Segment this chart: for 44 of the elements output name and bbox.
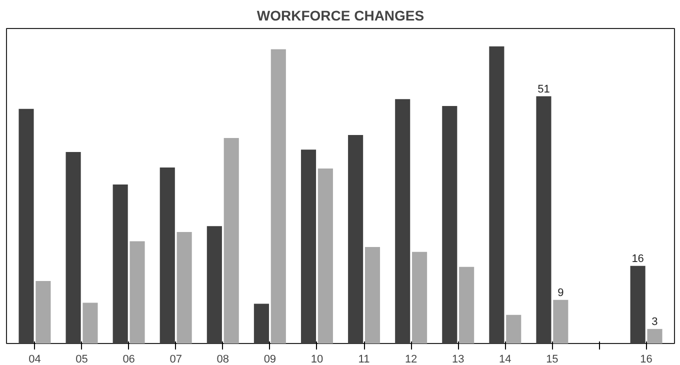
bar: [270, 49, 286, 344]
bar: [348, 135, 364, 344]
x-tick-label: 05: [76, 354, 88, 365]
bar: [206, 226, 222, 344]
data-label: 51: [538, 83, 550, 96]
x-tick-label: 06: [122, 354, 135, 365]
x-tick-label: 04: [28, 354, 41, 365]
bar: [630, 266, 646, 344]
bar: [647, 328, 662, 344]
bar: [412, 252, 428, 344]
x-tick-label: 13: [452, 354, 464, 365]
bar: [506, 314, 522, 344]
bar: [364, 247, 380, 344]
bar: [254, 304, 269, 344]
bar: [536, 96, 552, 344]
bar: [459, 266, 474, 344]
bar: [66, 152, 81, 344]
bar: [395, 99, 410, 344]
bar: [224, 138, 239, 344]
bar: [318, 168, 333, 344]
x-tick-label: 16: [640, 354, 652, 365]
bar: [18, 108, 34, 344]
data-label: 3: [652, 316, 658, 328]
x-tick-label: 15: [546, 354, 558, 365]
bar: [553, 300, 568, 344]
data-label: 9: [558, 286, 564, 299]
x-tick-label: 07: [170, 354, 182, 365]
bar: [160, 168, 175, 344]
data-label: 16: [632, 252, 644, 265]
x-tick-label: 11: [358, 354, 370, 365]
bar: [300, 150, 316, 344]
x-tick-label: 08: [216, 354, 230, 365]
bar: [442, 106, 458, 344]
bar: [82, 302, 98, 344]
bar: [112, 184, 128, 344]
bar: [489, 46, 504, 344]
chart-title: WORKFORCE CHANGES: [256, 8, 424, 24]
bar: [176, 232, 192, 344]
bar: [130, 241, 145, 344]
x-tick-label: 14: [499, 354, 512, 365]
x-tick-label: 12: [404, 354, 418, 365]
bar: [36, 280, 51, 344]
x-tick-label: 09: [264, 354, 276, 365]
x-tick-label: 10: [310, 354, 324, 365]
